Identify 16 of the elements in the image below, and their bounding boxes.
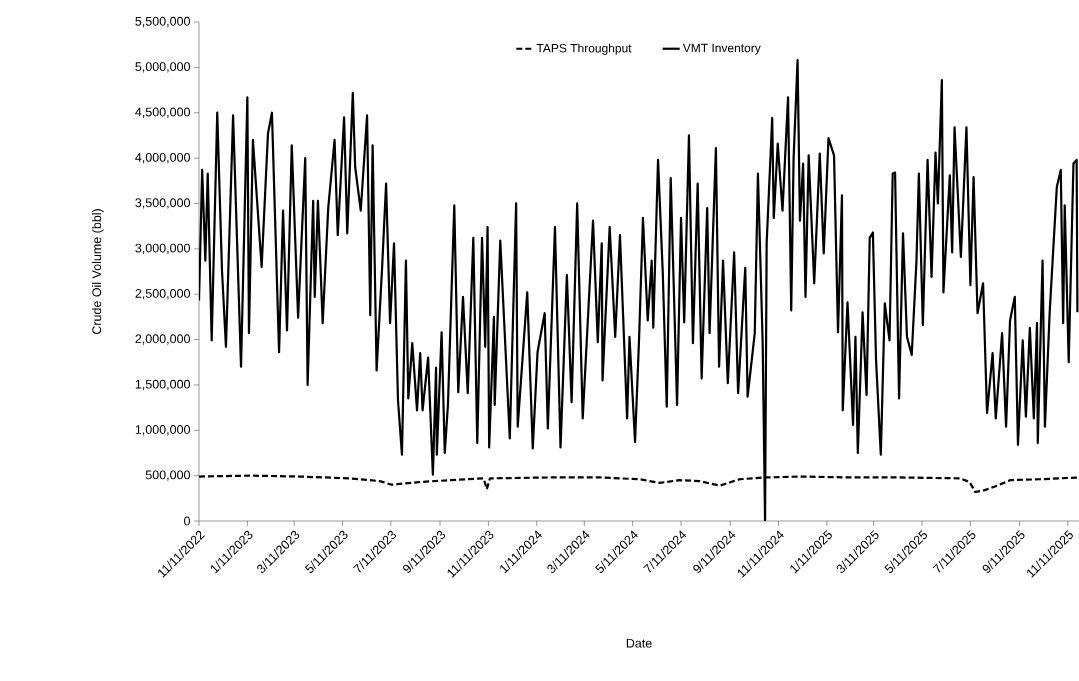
y-tick-label: 1,500,000 <box>135 379 190 391</box>
legend-label: VMT Inventory <box>682 43 761 55</box>
y-tick-label: 2,500,000 <box>135 289 190 300</box>
y-tick-label: 4,500,000 <box>135 107 190 118</box>
y-tick-label: 4,000,000 <box>135 152 190 164</box>
y-tick-label: 500,000 <box>145 470 190 481</box>
legend-label: TAPS Throughput <box>536 43 632 55</box>
y-tick-label: 3,500,000 <box>135 198 190 209</box>
y-tick-label: 2,000,000 <box>135 334 190 345</box>
y-tick-label: 1,000,000 <box>135 425 190 436</box>
y-axis-title: Crude Oil Volume (bbl) <box>91 209 104 335</box>
y-tick-label: 5,500,000 <box>135 16 190 28</box>
x-axis-title: Date <box>626 638 652 648</box>
y-tick-label: 0 <box>184 516 190 526</box>
y-tick-label: 5,000,000 <box>135 62 190 73</box>
y-tick-label: 3,000,000 <box>135 243 190 254</box>
